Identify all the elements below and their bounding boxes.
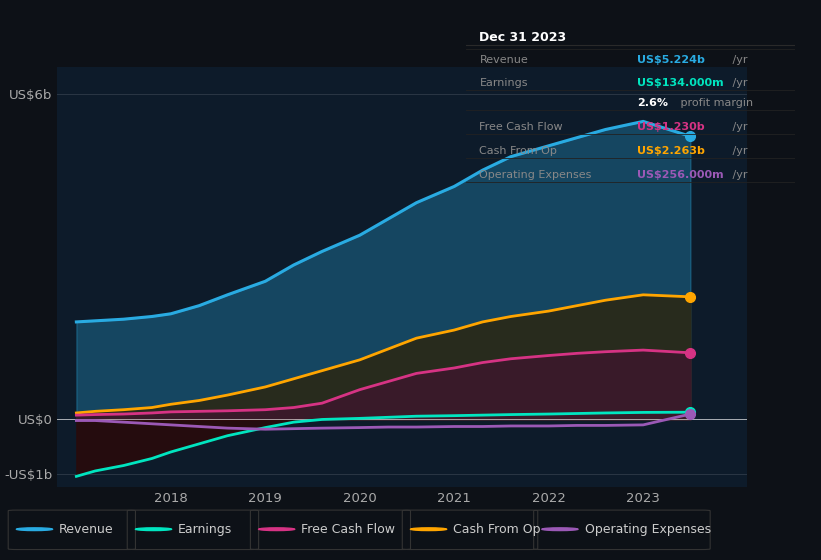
Text: profit margin: profit margin <box>677 99 753 108</box>
Text: US$134.000m: US$134.000m <box>637 78 724 88</box>
Text: /yr: /yr <box>729 146 748 156</box>
Text: Earnings: Earnings <box>479 78 528 88</box>
Text: Revenue: Revenue <box>59 522 114 536</box>
Text: US$5.224b: US$5.224b <box>637 54 705 64</box>
Circle shape <box>259 528 295 530</box>
Text: Operating Expenses: Operating Expenses <box>585 522 711 536</box>
Circle shape <box>16 528 53 530</box>
Text: Free Cash Flow: Free Cash Flow <box>301 522 395 536</box>
Text: Cash From Op: Cash From Op <box>453 522 541 536</box>
Text: Free Cash Flow: Free Cash Flow <box>479 122 563 132</box>
Text: /yr: /yr <box>729 170 748 180</box>
Text: Dec 31 2023: Dec 31 2023 <box>479 31 566 44</box>
Text: Earnings: Earnings <box>178 522 232 536</box>
Text: /yr: /yr <box>729 122 748 132</box>
Circle shape <box>542 528 578 530</box>
Text: US$256.000m: US$256.000m <box>637 170 724 180</box>
Text: /yr: /yr <box>729 78 748 88</box>
Circle shape <box>410 528 447 530</box>
Text: Cash From Op: Cash From Op <box>479 146 557 156</box>
Circle shape <box>135 528 172 530</box>
Text: 2.6%: 2.6% <box>637 99 668 108</box>
Text: Operating Expenses: Operating Expenses <box>479 170 592 180</box>
Text: /yr: /yr <box>729 54 748 64</box>
Text: US$1.230b: US$1.230b <box>637 122 704 132</box>
Text: US$2.263b: US$2.263b <box>637 146 705 156</box>
Text: Revenue: Revenue <box>479 54 528 64</box>
